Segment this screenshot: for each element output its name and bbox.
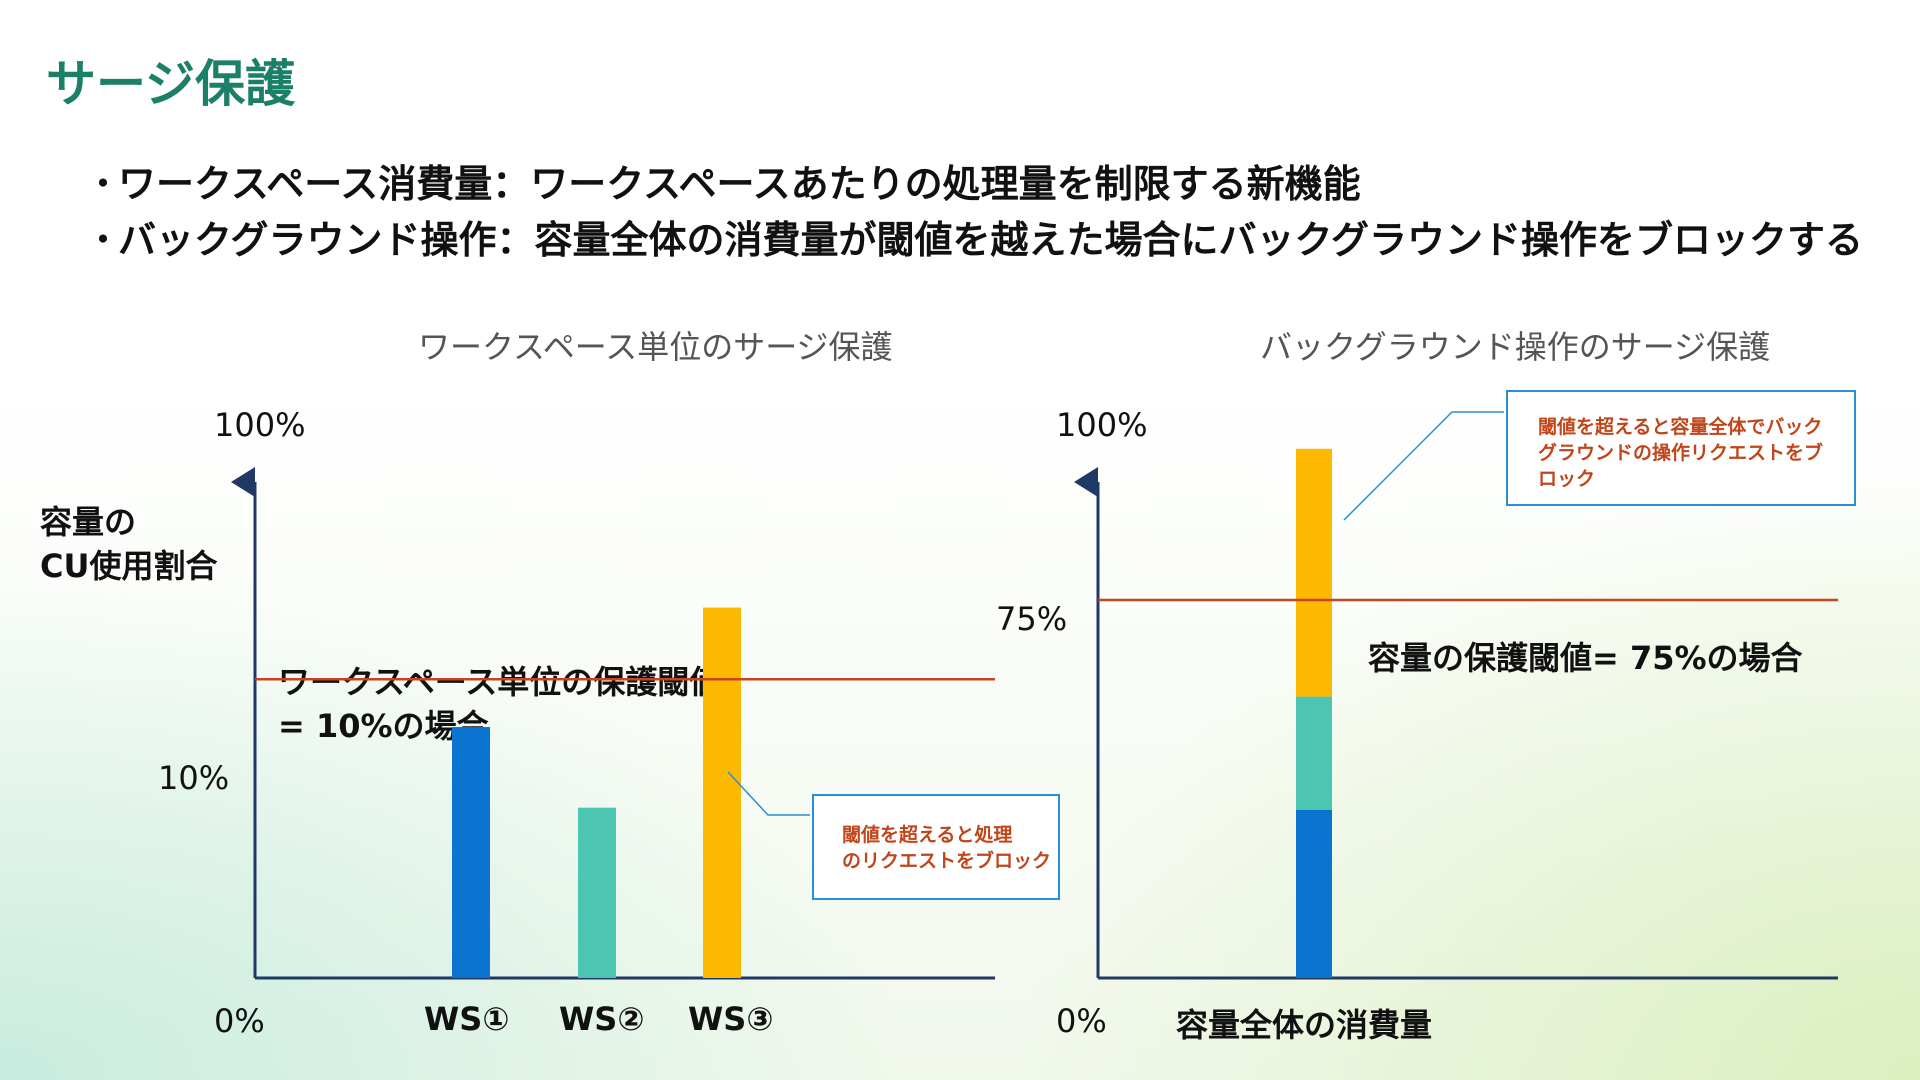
chart2-ytick-75: 75% bbox=[996, 600, 1068, 638]
chart1-category-ws3: WS③ bbox=[688, 1000, 774, 1038]
text-line: グラウンドの操作リクエストをブ bbox=[1538, 442, 1824, 464]
chart2-stack-segment-2 bbox=[1296, 696, 1332, 810]
chart2-callout-leader bbox=[1343, 411, 1504, 521]
bullet-mark: ・ bbox=[84, 218, 123, 262]
chart2-threshold-label: 容量の保護閾値= 75%の場合 bbox=[1368, 639, 1803, 677]
chart1-bar-2 bbox=[578, 807, 616, 978]
chart1-ytick-100: 100% bbox=[214, 406, 306, 444]
chart2-plot bbox=[1074, 411, 1838, 980]
y-axis-label-text: 容量の CU使用割合 bbox=[40, 500, 217, 588]
chart2-callout-box: 閾値を超えると容量全体でバック グラウンドの操作リクエストをブ ロック bbox=[1506, 390, 1856, 506]
chart1-plot bbox=[231, 467, 995, 980]
chart1-callout-box: 閾値を超えると処理のリクエストをブロック bbox=[812, 794, 1060, 900]
chart1-category-ws2: WS② bbox=[559, 1000, 645, 1038]
chart1-title: ワークスペース単位のサージ保護 bbox=[418, 328, 893, 366]
chart1-ytick-10: 10% bbox=[158, 759, 230, 797]
bullet-text-workspace: ワークスペース消費量：ワークスペースあたりの処理量を制限する新機能 bbox=[118, 162, 1361, 206]
chart1-y-axis-label: 容量の CU使用割合 bbox=[40, 500, 217, 588]
chart2-stack-segment-1 bbox=[1296, 810, 1332, 978]
chart2-title: バックグラウンド操作のサージ保護 bbox=[1260, 328, 1771, 366]
bullet-list: ・ワークスペース消費量：ワークスペースあたりの処理量を制限する新機能 ・バックグ… bbox=[84, 156, 1863, 268]
bullet-item: ・バックグラウンド操作：容量全体の消費量が閾値を越えた場合にバックグラウンド操作… bbox=[84, 212, 1863, 268]
chart2-stack-segment-3 bbox=[1296, 448, 1332, 697]
chart1-bar-1 bbox=[452, 727, 490, 978]
threshold-label-line1: ワークスペース単位の保護閾値 bbox=[278, 663, 722, 701]
text-line: 閾値を超えると処理 bbox=[842, 824, 1013, 846]
chart1-ytick-0: 0% bbox=[214, 1002, 265, 1040]
text-line: CU使用割合 bbox=[40, 547, 218, 585]
text-line: ロック bbox=[1538, 468, 1596, 490]
chart2-category-total: 容量全体の消費量 bbox=[1176, 1006, 1433, 1044]
text-line: 閾値を超えると容量全体でバック bbox=[1538, 416, 1823, 438]
text-line: のリクエストをブロック bbox=[842, 850, 1052, 872]
chart2-ytick-100: 100% bbox=[1056, 406, 1148, 444]
page-title: サージ保護 bbox=[46, 55, 295, 113]
text-line: 容量の bbox=[40, 503, 137, 541]
bullet-item: ・ワークスペース消費量：ワークスペースあたりの処理量を制限する新機能 bbox=[84, 156, 1863, 212]
bullet-text-background: バックグラウンド操作：容量全体の消費量が閾値を越えた場合にバックグラウンド操作を… bbox=[118, 218, 1863, 262]
chart1-bar-3 bbox=[703, 607, 741, 978]
bullet-mark: ・ bbox=[84, 162, 123, 206]
chart1-category-ws1: WS① bbox=[424, 1000, 510, 1038]
chart1-callout-leader bbox=[727, 771, 810, 816]
chart2-ytick-0: 0% bbox=[1056, 1002, 1107, 1040]
